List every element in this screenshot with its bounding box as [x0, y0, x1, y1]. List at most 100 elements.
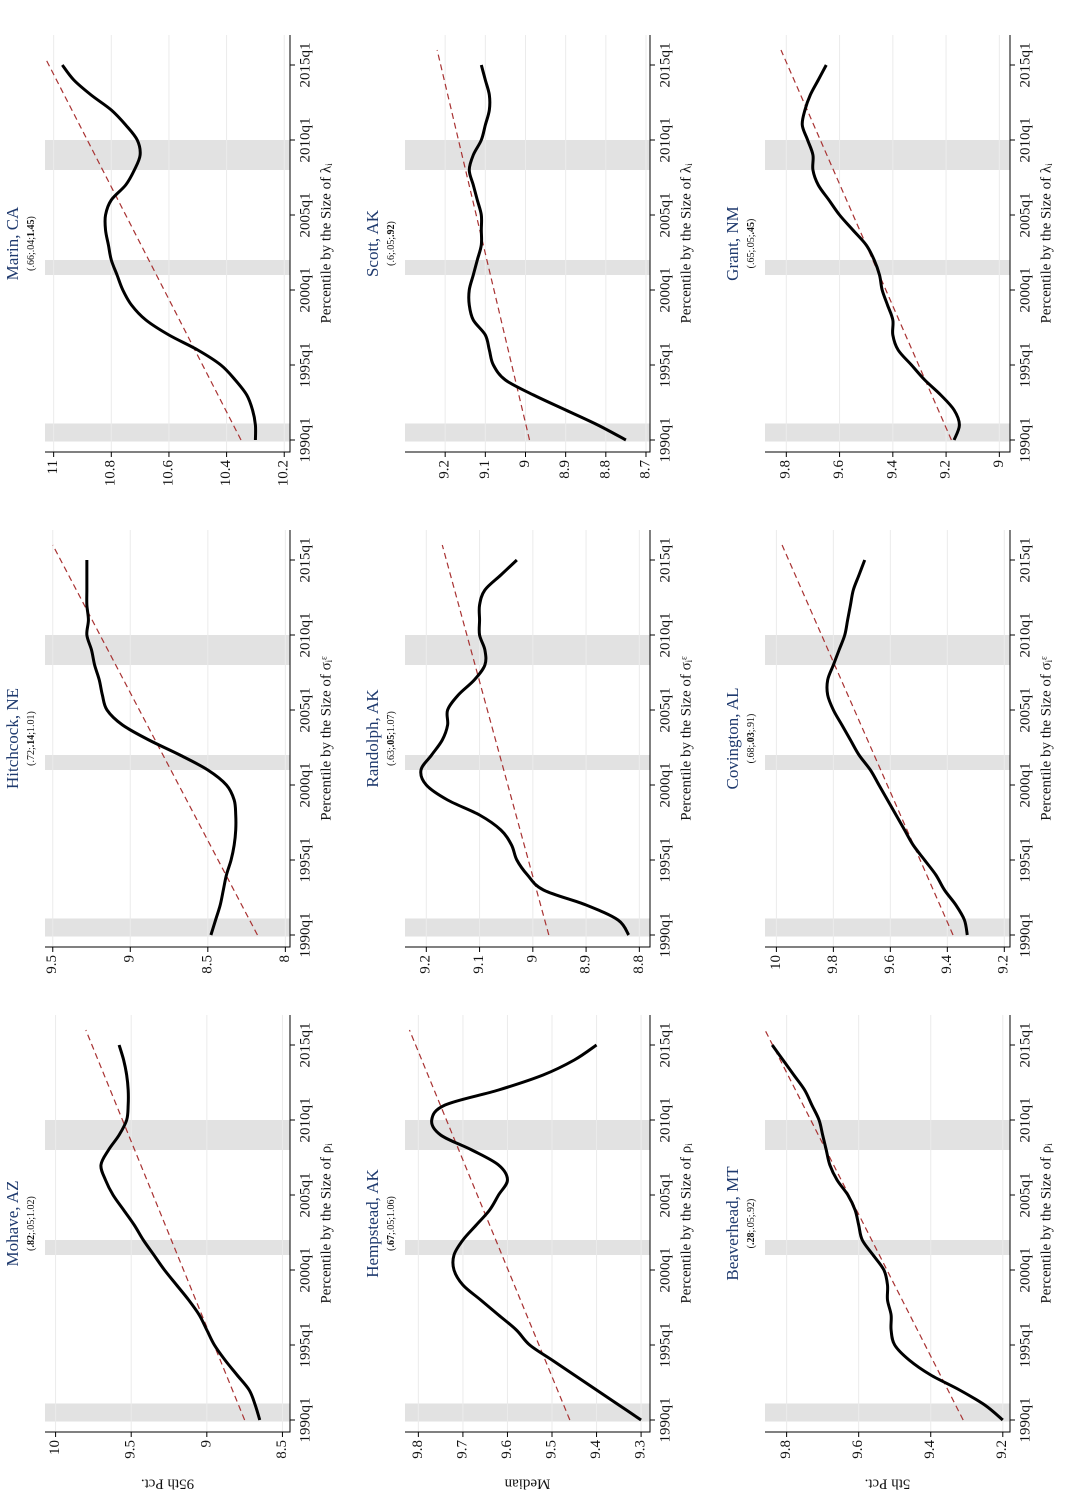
recession-band	[765, 423, 1010, 442]
subtitle-part: (.72;	[26, 747, 37, 766]
axes	[405, 1015, 651, 1433]
x-tick-label: 2015q1	[657, 43, 673, 88]
panel-title: Covington, AL	[723, 687, 742, 789]
y-tick-label: 9	[517, 460, 533, 468]
x-tick-label: 2000q1	[1017, 268, 1033, 313]
recession-band	[45, 918, 290, 937]
subtitle-part: )	[386, 221, 397, 224]
x-tick-label: 1995q1	[297, 1323, 313, 1368]
subtitle-part: .82	[26, 1235, 37, 1248]
axes	[45, 1015, 291, 1433]
recession-band	[405, 260, 650, 275]
y-tick-label: 9.3	[633, 1440, 649, 1459]
y-tick-label: 10	[47, 1440, 63, 1455]
x-tick-label: 2005q1	[297, 1173, 313, 1218]
x-tick-label: 2010q1	[657, 118, 673, 163]
panel-subtitle: (.82;.05;1.02)	[26, 1196, 37, 1251]
subtitle-part: )	[746, 219, 757, 222]
x-tick-label: 1990q1	[1017, 913, 1033, 958]
recession-band	[405, 1240, 650, 1255]
subtitle-part: .28	[746, 1233, 757, 1246]
x-tick-label: 2010q1	[297, 613, 313, 658]
panel-title: Hempstead, AK	[363, 1168, 382, 1277]
y-tick-label: 8.8	[631, 955, 647, 974]
panel-subtitle: (.66;.04;1.45)	[26, 216, 37, 271]
x-tick-label: 2005q1	[657, 193, 673, 238]
panel: Hitchcock, NE (.72;.14;1.01) 8 8.5 9 9.5 1990q…	[3, 530, 334, 974]
y-tick-label: 8.9	[578, 955, 594, 974]
subtitle-part: ;1.07)	[386, 711, 397, 735]
y-tick-label: 9.8	[410, 1440, 426, 1459]
recession-band	[405, 140, 650, 170]
panel: Covington, AL (.68;.03;.91) 9.2 9.4 9.6 9.8 10…	[723, 530, 1054, 974]
y-tick-label: 9	[991, 460, 1007, 468]
recession-band	[405, 918, 650, 937]
y-axis-title: 95th Pct.	[141, 1476, 194, 1492]
subtitle-part: ;.05;.92)	[746, 1199, 757, 1233]
panel: Randolph, AK (.63;.05;1.07) 8.8 8.9 9 9.1 9.2 1…	[363, 530, 694, 974]
y-tick-label: 10.8	[103, 460, 119, 486]
subtitle-part: .14	[26, 735, 37, 748]
x-tick-label: 2015q1	[1017, 538, 1033, 583]
recession-band	[765, 1120, 1010, 1150]
panel: Beaverhead, MT (.28;.05;.92) 9.2 9.4 9.6 9.8 1…	[723, 1015, 1054, 1492]
y-tick-label: 9.2	[437, 460, 453, 479]
recession-band	[45, 1403, 290, 1422]
panel-title: Grant, NM	[723, 206, 742, 281]
y-tick-label: 10.6	[160, 460, 176, 487]
x-tick-label: 2015q1	[297, 538, 313, 583]
y-tick-label: 8	[277, 955, 293, 963]
axes	[765, 35, 1011, 453]
x-tick-label: 2005q1	[297, 193, 313, 238]
axes	[45, 35, 291, 453]
y-tick-label: 9.2	[996, 955, 1012, 974]
subtitle-part: (	[386, 1247, 397, 1251]
x-tick-label: 1995q1	[657, 1323, 673, 1368]
panel-title: Scott, AK	[363, 209, 382, 277]
x-tick-label: 2000q1	[1017, 763, 1033, 808]
x-axis-title: Percentile by the Size of ρᵢ	[1038, 1143, 1054, 1304]
x-axis-title: Percentile by the Size of λᵢ	[1038, 163, 1054, 324]
recession-band	[765, 755, 1010, 770]
x-tick-label: 2010q1	[297, 118, 313, 163]
x-tick-label: 2000q1	[657, 268, 673, 313]
series-line	[99, 1044, 262, 1421]
recession-band	[45, 1240, 290, 1255]
axes	[765, 530, 1011, 948]
subtitle-part: 1.45	[26, 219, 37, 237]
y-tick-label: 9	[198, 1440, 214, 1448]
y-axis-title: Median	[504, 1476, 550, 1492]
series-line	[85, 560, 238, 936]
x-tick-label: 2015q1	[297, 1023, 313, 1068]
rotated-panels: Mohave, AZ (.82;.05;1.02)8.599.5101990q11…	[3, 35, 1054, 1492]
subtitle-part: (	[26, 1247, 37, 1251]
x-tick-label: 2010q1	[657, 1098, 673, 1143]
subtitle-part: (	[746, 1244, 757, 1248]
x-tick-label: 1990q1	[657, 913, 673, 958]
subtitle-part: ;.91)	[746, 714, 757, 733]
series-line	[419, 558, 630, 936]
recession-band	[45, 260, 290, 275]
y-tick-label: 9.8	[825, 955, 841, 974]
series-line	[770, 1044, 1004, 1422]
x-tick-label: 2000q1	[657, 763, 673, 808]
x-tick-label: 2015q1	[1017, 43, 1033, 88]
x-tick-label: 2005q1	[657, 1173, 673, 1218]
x-tick-label: 2010q1	[1017, 1098, 1033, 1143]
subtitle-part: .45	[746, 222, 757, 235]
panel: Grant, NM (.65;.05;.45) 9 9.2 9.4 9.6 9.8 1990q…	[723, 35, 1054, 479]
series-line	[825, 559, 969, 936]
x-tick-label: 1990q1	[657, 418, 673, 463]
y-tick-label: 9.4	[939, 955, 955, 974]
x-tick-label: 1995q1	[657, 838, 673, 883]
series-line	[800, 64, 961, 441]
x-tick-label: 2005q1	[1017, 688, 1033, 733]
axes	[405, 35, 651, 453]
x-tick-label: 1995q1	[297, 838, 313, 883]
x-tick-label: 2010q1	[297, 1098, 313, 1143]
panel-subtitle: (.28;.05;.92)	[746, 1199, 757, 1249]
recession-band	[765, 1240, 1010, 1255]
y-tick-label: 9.6	[831, 460, 847, 479]
x-tick-label: 2010q1	[657, 613, 673, 658]
